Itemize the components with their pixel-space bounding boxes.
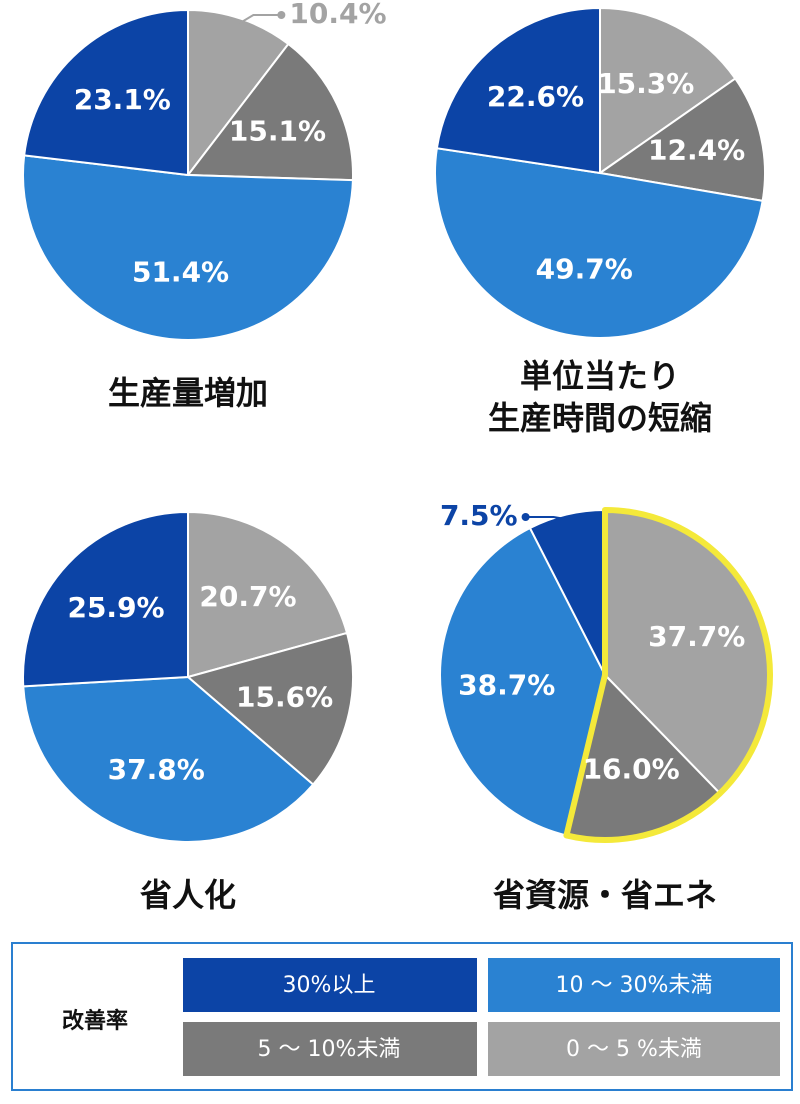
legend-swatch bbox=[488, 958, 780, 1012]
pie-slice bbox=[435, 6, 601, 175]
pie-title: 生産量増加 bbox=[108, 374, 268, 412]
slice-label: 25.9% bbox=[67, 591, 164, 624]
pie-slice bbox=[599, 6, 737, 175]
legend-swatch bbox=[183, 958, 477, 1012]
pie-slice bbox=[187, 510, 349, 679]
slice-label: 22.6% bbox=[487, 80, 584, 113]
pie-slice bbox=[186, 42, 354, 182]
pie-slice bbox=[23, 8, 189, 177]
pie-title: 単位当たり bbox=[520, 357, 680, 395]
legend-label: 10 ～ 30%未満 bbox=[556, 973, 713, 998]
slice-label: 49.7% bbox=[536, 253, 633, 286]
legend-label: 5 ～ 10%未満 bbox=[258, 1037, 401, 1062]
leader-line bbox=[238, 14, 282, 25]
slice-label: 16.0% bbox=[583, 752, 680, 785]
legend-swatch bbox=[183, 1022, 477, 1076]
highlight-outline bbox=[563, 507, 773, 843]
pie-slice bbox=[187, 8, 290, 178]
pie-slice bbox=[22, 154, 354, 341]
slice-label: 20.7% bbox=[199, 580, 296, 613]
legend-swatch bbox=[488, 1022, 780, 1076]
leader-line bbox=[525, 516, 568, 521]
pie-title: 生産時間の短縮 bbox=[488, 399, 712, 437]
legend-title: 改善率 bbox=[62, 1008, 128, 1034]
slice-label: 38.7% bbox=[458, 669, 555, 702]
pie-title: 省人化 bbox=[140, 876, 236, 914]
pie-slice bbox=[22, 675, 315, 843]
pie-slice bbox=[185, 631, 354, 786]
slice-label: 7.5% bbox=[440, 499, 518, 532]
leader-dot bbox=[277, 11, 286, 19]
slice-label: 23.1% bbox=[74, 83, 171, 116]
pie-slice bbox=[597, 77, 766, 203]
pie-slice bbox=[439, 526, 607, 837]
slice-label: 10.4% bbox=[289, 0, 386, 30]
legend-label: 0 ～ 5 %未満 bbox=[566, 1037, 702, 1062]
slice-label: 12.4% bbox=[648, 133, 745, 166]
slice-label: 37.8% bbox=[108, 753, 205, 786]
slice-label: 15.6% bbox=[236, 681, 333, 714]
pie-slice bbox=[22, 510, 189, 688]
slice-label: 37.7% bbox=[648, 620, 745, 653]
leader-dot bbox=[521, 513, 530, 521]
slice-label: 15.1% bbox=[229, 115, 326, 148]
legend-label: 30%以上 bbox=[283, 973, 376, 998]
slice-label: 15.3% bbox=[597, 67, 694, 100]
pie-slice bbox=[434, 147, 764, 340]
pie-title: 省資源・省エネ bbox=[493, 876, 717, 914]
slice-label: 51.4% bbox=[132, 256, 229, 289]
